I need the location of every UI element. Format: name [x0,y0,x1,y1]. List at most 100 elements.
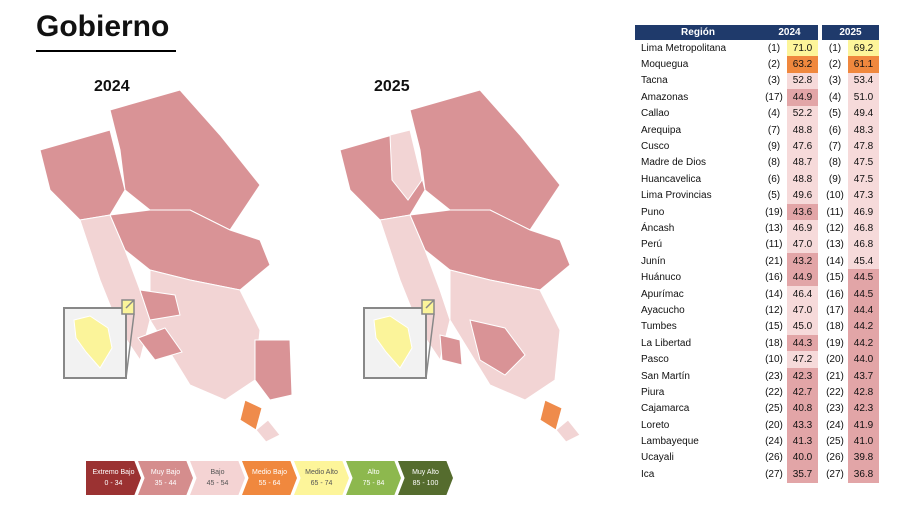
region-name: Ayacucho [641,304,685,316]
value-2025: 36.8 [848,466,879,483]
legend-label: Alto [367,469,380,476]
region-puno [254,339,293,401]
value-2024: 47.0 [787,236,818,254]
rank-2025: (5) [828,108,842,120]
rank-2024: (25) [765,403,783,415]
legend-label: Extremo Bajo [92,469,135,476]
table-row: Ayacucho (12) 47.0 (17) 44.4 [635,302,879,319]
value-2024: 52.2 [787,105,818,122]
rank-2025: (17) [826,304,844,316]
value-2024: 49.6 [787,187,818,204]
rank-2025: (6) [828,124,842,136]
rank-2025: (19) [826,337,844,349]
rank-2025: (11) [826,206,844,218]
table-row: Ica (27) 35.7 (27) 36.8 [635,466,879,483]
value-2025: 47.5 [848,154,879,172]
value-2024: 43.6 [787,203,818,221]
value-2024: 47.2 [787,351,818,368]
value-2025: 42.3 [848,400,879,417]
rank-2025: (1) [828,42,842,54]
rank-2024: (18) [765,337,783,349]
table-row: Lima Provincias (5) 49.6 (10) 47.3 [635,187,879,204]
table-row: Apurímac (14) 46.4 (16) 44.5 [635,285,879,303]
lima-inset-shape [373,315,413,369]
table-row: Junín (21) 43.2 (14) 45.4 [635,253,879,270]
rank-2024: (4) [767,108,781,120]
region-name: Tumbes [641,321,677,333]
region-name: Callao [641,108,670,120]
rank-2025: (15) [826,272,844,284]
rank-2025: (12) [826,222,844,234]
rank-2024: (13) [765,222,783,234]
col-header-2024: 2024 [761,25,818,40]
rank-2024: (10) [765,354,783,366]
value-2025: 47.8 [848,138,879,155]
value-2025: 47.3 [848,187,879,204]
rank-2024: (1) [767,42,781,54]
value-2025: 39.8 [848,449,879,467]
value-2024: 43.2 [787,253,818,270]
rank-2025: (26) [826,452,844,464]
rank-2024: (20) [765,419,783,431]
value-2025: 51.0 [848,89,879,106]
value-2024: 71.0 [787,40,818,57]
rank-2025: (22) [826,386,844,398]
rank-2024: (7) [767,124,781,136]
legend-range: 65 - 74 [310,480,333,487]
table-row: Piura (22) 42.7 (22) 42.8 [635,384,879,401]
col-header-2025: 2025 [822,25,879,40]
rank-2025: (18) [826,321,844,333]
rank-2024: (17) [765,91,783,103]
rank-2024: (26) [765,452,783,464]
rank-2024: (24) [765,436,783,448]
value-2025: 48.3 [848,121,879,139]
table-row: Ucayali (26) 40.0 (26) 39.8 [635,449,879,467]
value-2024: 63.2 [787,56,818,73]
region-name: Arequipa [641,124,682,136]
region-name: Pasco [641,354,669,366]
ranking-table: Región 2024 2025 Lima Metropolitana (1) 71… [635,25,879,483]
value-2025: 42.8 [848,384,879,401]
table-row: Puno (19) 43.6 (11) 46.9 [635,203,879,221]
value-2024: 44.9 [787,269,818,286]
page-title: Gobierno [36,10,170,43]
value-2024: 42.7 [787,384,818,401]
legend-label: Medio Bajo [251,469,288,476]
value-2025: 44.5 [848,269,879,286]
table-row: Pasco (10) 47.2 (20) 44.0 [635,351,879,368]
region-apurimac [137,327,183,361]
table-row: Arequipa (7) 48.8 (6) 48.3 [635,121,879,139]
value-2024: 44.3 [787,335,818,352]
rank-2024: (22) [765,386,783,398]
value-2024: 48.8 [787,171,818,188]
rank-2025: (8) [828,157,842,169]
rank-2024: (27) [765,468,783,480]
table-row: Loreto (20) 43.3 (24) 41.9 [635,416,879,434]
rank-2025: (2) [828,59,842,71]
legend-range: 35 - 44 [154,480,177,487]
value-2024: 47.0 [787,302,818,319]
rank-2024: (14) [765,288,783,300]
value-2025: 44.0 [848,351,879,368]
rank-2025: (3) [828,75,842,87]
value-2024: 43.3 [787,416,818,434]
value-2025: 44.5 [848,285,879,303]
value-2024: 42.3 [787,367,818,385]
region-name: Lima Metropolitana [641,42,727,54]
table-row: Cusco (9) 47.6 (7) 47.8 [635,138,879,155]
value-2025: 41.9 [848,416,879,434]
rank-2025: (16) [826,288,844,300]
legend-range: 75 - 84 [362,480,385,487]
region-huancavelica [139,289,181,321]
value-2025: 69.2 [848,40,879,57]
table-row: Huancavelica (6) 48.8 (9) 47.5 [635,171,879,188]
value-2024: 48.7 [787,154,818,172]
region-name: Huancavelica [641,173,702,185]
value-2024: 46.4 [787,285,818,303]
region-name: Lambayeque [641,436,699,448]
table-row: Lima Metropolitana (1) 71.0 (1) 69.2 [635,40,879,57]
region-name: San Martín [641,370,690,382]
region-tacna [555,419,581,443]
legend-range: 85 - 100 [412,480,439,487]
rank-2024: (12) [765,304,783,316]
